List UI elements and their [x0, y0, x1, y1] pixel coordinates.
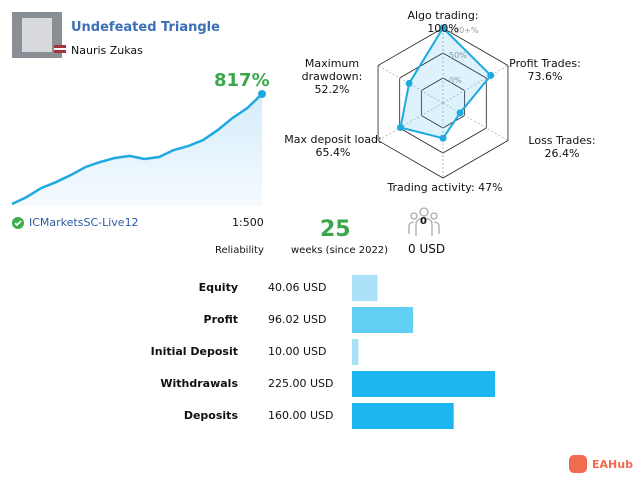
radar-ring-label: 0%: [449, 76, 462, 85]
growth-end: [258, 90, 266, 98]
bar-value: 96.02 USD: [268, 313, 327, 326]
leverage: 1:500: [232, 216, 264, 229]
radar-spoke: [442, 65, 509, 104]
bar-value: 160.00 USD: [268, 409, 334, 422]
bar: [352, 307, 414, 333]
radar-point: [439, 134, 447, 142]
bar-label: Withdrawals: [160, 377, 238, 390]
radar-axis-label: Trading activity: 47%: [387, 181, 503, 194]
growth-value: 817%: [214, 70, 270, 91]
bar-label: Deposits: [183, 409, 238, 422]
radar-ring-label: 50%: [449, 51, 467, 60]
radar-ring-label: 100+%: [449, 26, 479, 35]
flag: [54, 45, 66, 48]
radar-ring: [377, 27, 509, 179]
radar-axis-label: Loss Trades: 26.4%: [528, 134, 596, 160]
bar-value: 10.00 USD: [268, 345, 327, 358]
radar-point: [405, 79, 413, 87]
radar-point: [439, 24, 447, 32]
flag: [54, 48, 66, 50]
radar-spoke: [442, 102, 509, 141]
bar-value: 40.06 USD: [268, 281, 327, 294]
bar: [352, 275, 378, 301]
radar-point: [397, 124, 405, 132]
bar-label: Profit: [203, 313, 238, 326]
avatar-figure: [22, 18, 52, 52]
verified-check: [14, 220, 22, 227]
radar-chart: 100+% 50% 0%: [377, 24, 509, 179]
bar-label: Equity: [198, 281, 238, 294]
price: 0 USD: [408, 242, 446, 256]
bar-chart: [352, 275, 495, 429]
growth-area: [12, 94, 262, 206]
growth-line: [11, 93, 263, 206]
radar-axis-label: Maximum drawdown: 52.2%: [301, 57, 363, 96]
radar-spoke: [377, 102, 444, 141]
bar-value: 225.00 USD: [268, 377, 334, 390]
weeks: 25: [320, 217, 351, 242]
signal-title[interactable]: Undefeated Triangle: [71, 20, 220, 35]
bar-label: Initial Deposit: [150, 345, 238, 358]
bar: [352, 371, 495, 397]
subscribers: 0: [420, 216, 427, 227]
watermark: EAHub: [592, 458, 633, 471]
radar-axis-label: Profit Trades: 73.6%: [509, 57, 581, 83]
weeks-label: weeks (since 2022): [291, 245, 389, 256]
radar-point: [487, 71, 495, 79]
subscribers-icon: [408, 207, 440, 236]
watermark-icon: [569, 455, 587, 473]
broker[interactable]: ICMarketsSC-Live12: [29, 216, 139, 229]
bar: [352, 403, 454, 429]
author[interactable]: Nauris Zukas: [71, 44, 143, 57]
radar-axis-label: Max deposit load: 65.4%: [284, 133, 382, 159]
radar-axis-label: Algo trading: 100%: [407, 9, 479, 35]
reliability-label: Reliability: [215, 245, 264, 256]
bar: [352, 339, 359, 365]
growth-chart: [11, 90, 266, 206]
radar-point: [456, 109, 464, 117]
flag: [54, 50, 66, 53]
